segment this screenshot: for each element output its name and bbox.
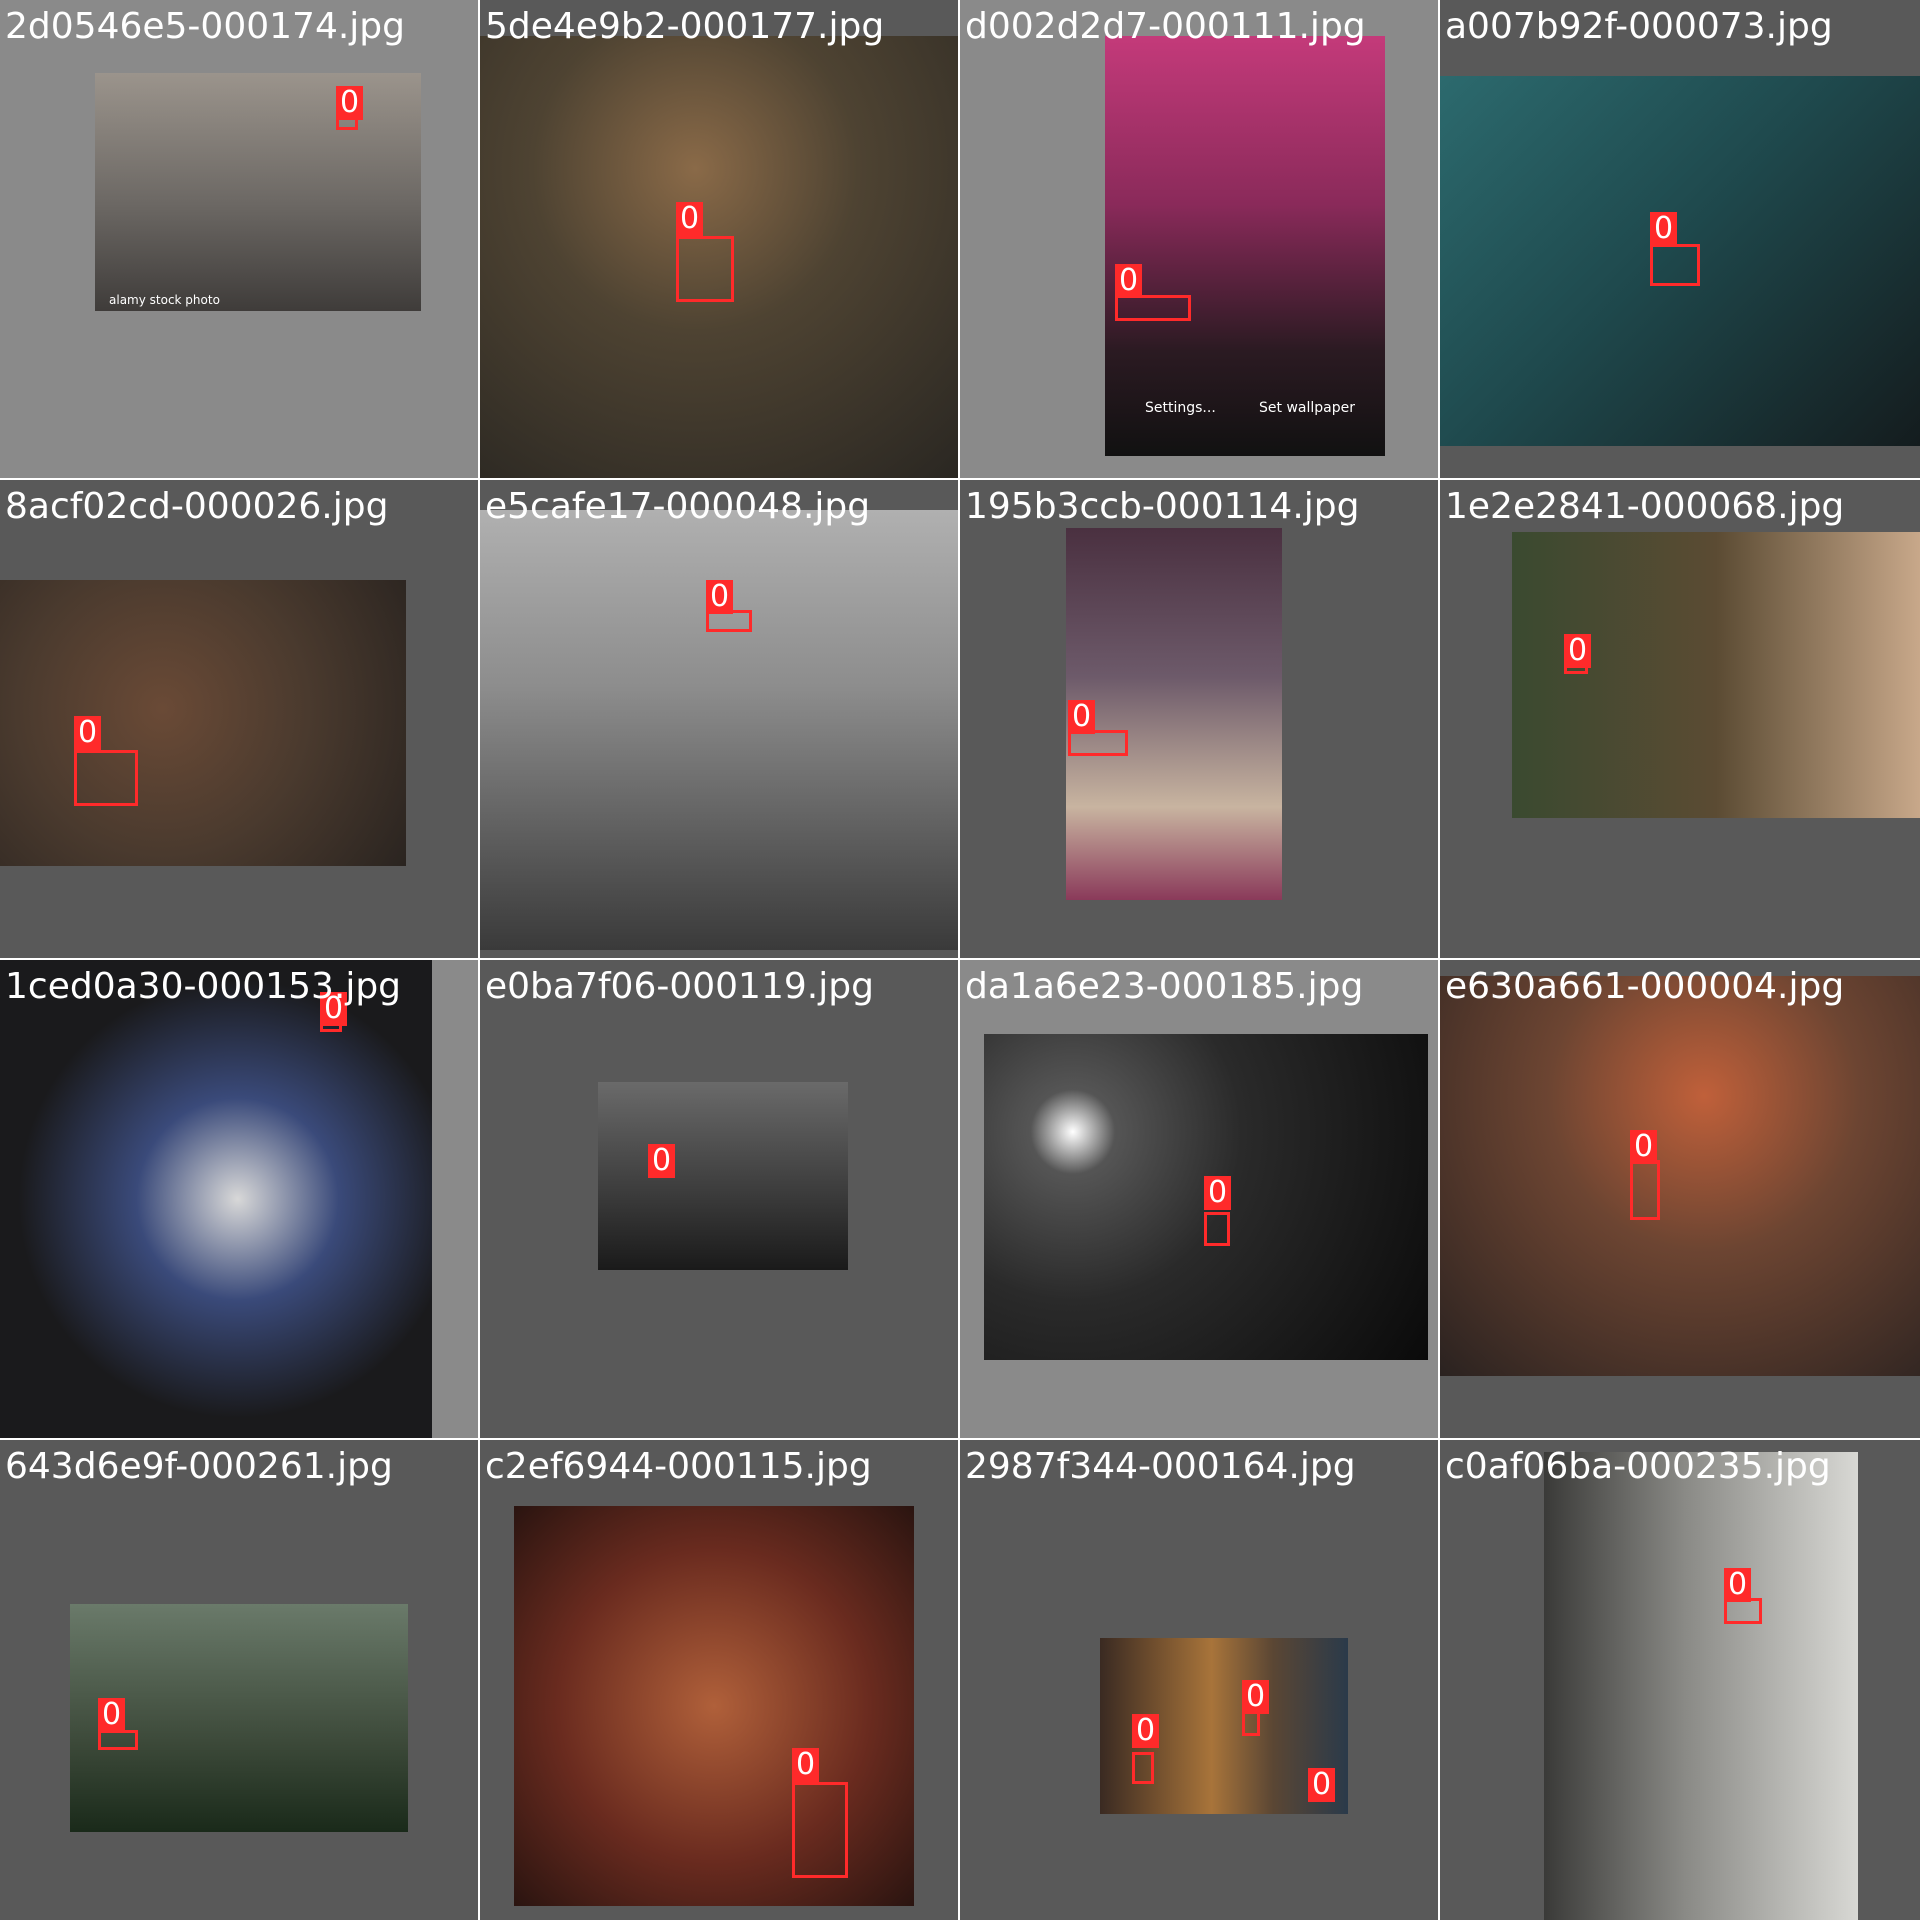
detection-class-label: 0 [1204,1176,1232,1210]
image-filename: e0ba7f06-000119.jpg [485,966,874,1007]
tile-photo [70,1604,408,1832]
tile-2[interactable]: 0 5de4e9b2-000177.jpg [480,0,958,478]
tile-photo: alamy stock photo [95,73,421,311]
tile-photo [514,1506,914,1906]
photo-caption-settings: Settings... [1145,400,1216,416]
tile-photo [598,1082,848,1270]
detection-class-label: 0 [1564,634,1592,668]
detection-box [1132,1752,1154,1784]
tile-4[interactable]: 0 a007b92f-000073.jpg [1440,0,1920,478]
tile-photo [1066,528,1282,900]
image-filename: c0af06ba-000235.jpg [1445,1446,1831,1487]
image-filename: e5cafe17-000048.jpg [485,486,871,527]
detection-class-label: 0 [1115,264,1143,298]
detection-class-label: 0 [1242,1680,1270,1714]
tile-9[interactable]: 0 1ced0a30-000153.jpg [0,960,478,1438]
image-filename: e630a661-000004.jpg [1445,966,1845,1007]
tile-11[interactable]: 0 da1a6e23-000185.jpg [960,960,1438,1438]
tile-photo: Settings... Set wallpaper [1105,36,1385,456]
detection-class-label: 0 [74,716,102,750]
tile-14[interactable]: 0 c2ef6944-000115.jpg [480,1440,958,1920]
tile-photo [480,510,958,950]
detection-class-label: 0 [706,580,734,614]
image-filename: 2987f344-000164.jpg [965,1446,1356,1487]
detection-class-label: 0 [1068,700,1096,734]
detection-box [676,236,734,302]
image-filename: c2ef6944-000115.jpg [485,1446,872,1487]
detection-class-label: 0 [1650,212,1678,246]
tile-photo [1512,532,1920,818]
detection-box [1630,1160,1660,1220]
tile-photo [480,36,958,478]
photo-watermark-caption: alamy stock photo [109,293,220,307]
detection-class-label: 0 [1132,1714,1160,1748]
tile-15[interactable]: 0 0 0 2987f344-000164.jpg [960,1440,1438,1920]
detection-box [792,1782,848,1878]
tile-16[interactable]: 0 c0af06ba-000235.jpg [1440,1440,1920,1920]
image-filename: da1a6e23-000185.jpg [965,966,1364,1007]
tile-photo [0,960,432,1438]
tile-1[interactable]: alamy stock photo 0 2d0546e5-000174.jpg [0,0,478,478]
detection-class-label: 0 [792,1748,820,1782]
tile-10[interactable]: 0 e0ba7f06-000119.jpg [480,960,958,1438]
detection-class-label: 0 [336,86,364,120]
image-filename: 1ced0a30-000153.jpg [5,966,402,1007]
tile-5[interactable]: 0 8acf02cd-000026.jpg [0,480,478,958]
image-filename: 5de4e9b2-000177.jpg [485,6,885,47]
image-filename: a007b92f-000073.jpg [1445,6,1833,47]
detection-box [1650,244,1700,286]
photo-caption-set-wallpaper: Set wallpaper [1259,400,1355,416]
detection-class-label: 0 [1308,1768,1336,1802]
image-filename: d002d2d7-000111.jpg [965,6,1366,47]
tile-6[interactable]: 0 e5cafe17-000048.jpg [480,480,958,958]
detection-box [1204,1212,1230,1246]
image-filename: 643d6e9f-000261.jpg [5,1446,393,1487]
tile-3[interactable]: Settings... Set wallpaper 0 d002d2d7-000… [960,0,1438,478]
tile-photo [1440,76,1920,446]
tile-13[interactable]: 0 643d6e9f-000261.jpg [0,1440,478,1920]
detection-class-label: 0 [1724,1568,1752,1602]
detection-class-label: 0 [98,1698,126,1732]
detection-class-label: 0 [320,992,348,1026]
tile-7[interactable]: 0 195b3ccb-000114.jpg [960,480,1438,958]
tile-photo [1440,976,1920,1376]
image-filename: 195b3ccb-000114.jpg [965,486,1360,527]
detection-class-label: 0 [648,1144,676,1178]
detection-box [1068,730,1128,756]
image-filename: 8acf02cd-000026.jpg [5,486,389,527]
tile-8[interactable]: 0 1e2e2841-000068.jpg [1440,480,1920,958]
image-filename: 1e2e2841-000068.jpg [1445,486,1845,527]
image-filename: 2d0546e5-000174.jpg [5,6,405,47]
tile-12[interactable]: 0 e630a661-000004.jpg [1440,960,1920,1438]
tile-photo [1544,1452,1858,1920]
detection-class-label: 0 [676,202,704,236]
detection-box [1115,295,1191,321]
detection-class-label: 0 [1630,1130,1658,1164]
tile-photo [0,580,406,866]
detection-box [74,750,138,806]
detection-box [98,1730,138,1750]
